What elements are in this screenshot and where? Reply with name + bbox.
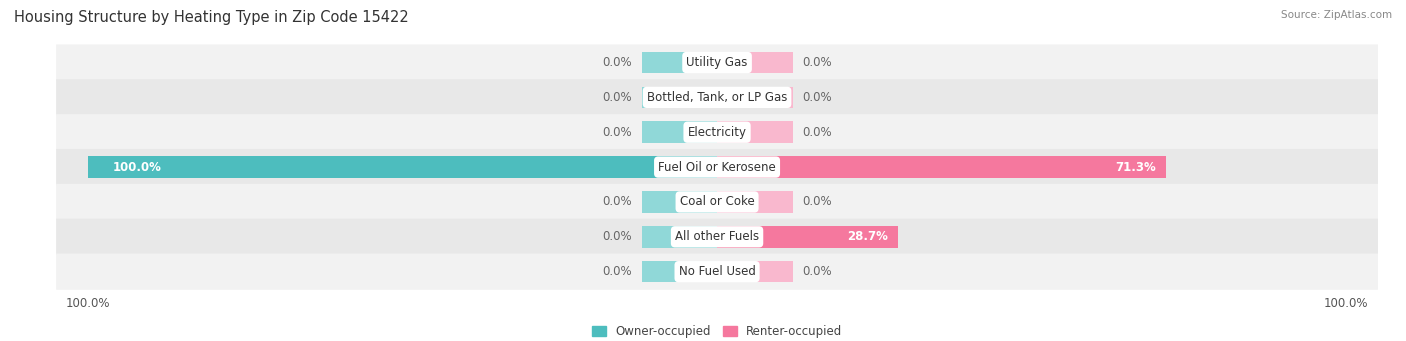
Bar bbox=[717, 261, 793, 282]
Bar bbox=[641, 87, 717, 108]
Text: Bottled, Tank, or LP Gas: Bottled, Tank, or LP Gas bbox=[647, 91, 787, 104]
Text: 0.0%: 0.0% bbox=[801, 91, 831, 104]
Text: 0.0%: 0.0% bbox=[603, 91, 633, 104]
Text: All other Fuels: All other Fuels bbox=[675, 230, 759, 243]
Bar bbox=[717, 191, 793, 213]
Bar bbox=[641, 121, 717, 143]
FancyBboxPatch shape bbox=[56, 149, 1378, 185]
Bar bbox=[641, 191, 717, 213]
FancyBboxPatch shape bbox=[56, 114, 1378, 150]
Text: No Fuel Used: No Fuel Used bbox=[679, 265, 755, 278]
Text: Utility Gas: Utility Gas bbox=[686, 56, 748, 69]
Bar bbox=[87, 156, 717, 178]
FancyBboxPatch shape bbox=[56, 253, 1378, 290]
Text: 0.0%: 0.0% bbox=[801, 126, 831, 139]
Bar bbox=[641, 261, 717, 282]
FancyBboxPatch shape bbox=[56, 79, 1378, 116]
Text: Fuel Oil or Kerosene: Fuel Oil or Kerosene bbox=[658, 161, 776, 174]
Text: Electricity: Electricity bbox=[688, 126, 747, 139]
Bar bbox=[641, 226, 717, 248]
Text: 0.0%: 0.0% bbox=[603, 265, 633, 278]
FancyBboxPatch shape bbox=[56, 219, 1378, 255]
Text: 28.7%: 28.7% bbox=[848, 230, 889, 243]
Text: 0.0%: 0.0% bbox=[603, 126, 633, 139]
Text: 0.0%: 0.0% bbox=[603, 230, 633, 243]
Text: 0.0%: 0.0% bbox=[801, 56, 831, 69]
Text: 0.0%: 0.0% bbox=[801, 195, 831, 208]
Bar bbox=[717, 52, 793, 73]
Bar bbox=[717, 87, 793, 108]
FancyBboxPatch shape bbox=[56, 184, 1378, 220]
Text: Housing Structure by Heating Type in Zip Code 15422: Housing Structure by Heating Type in Zip… bbox=[14, 10, 409, 25]
FancyBboxPatch shape bbox=[56, 44, 1378, 81]
Text: Coal or Coke: Coal or Coke bbox=[679, 195, 755, 208]
Bar bbox=[717, 156, 1166, 178]
Bar bbox=[717, 226, 897, 248]
Bar bbox=[717, 121, 793, 143]
Text: 0.0%: 0.0% bbox=[603, 56, 633, 69]
Text: 0.0%: 0.0% bbox=[801, 265, 831, 278]
Text: 100.0%: 100.0% bbox=[112, 161, 162, 174]
Text: Source: ZipAtlas.com: Source: ZipAtlas.com bbox=[1281, 10, 1392, 20]
Text: 71.3%: 71.3% bbox=[1115, 161, 1156, 174]
Text: 0.0%: 0.0% bbox=[603, 195, 633, 208]
Bar bbox=[641, 52, 717, 73]
Legend: Owner-occupied, Renter-occupied: Owner-occupied, Renter-occupied bbox=[586, 321, 848, 341]
